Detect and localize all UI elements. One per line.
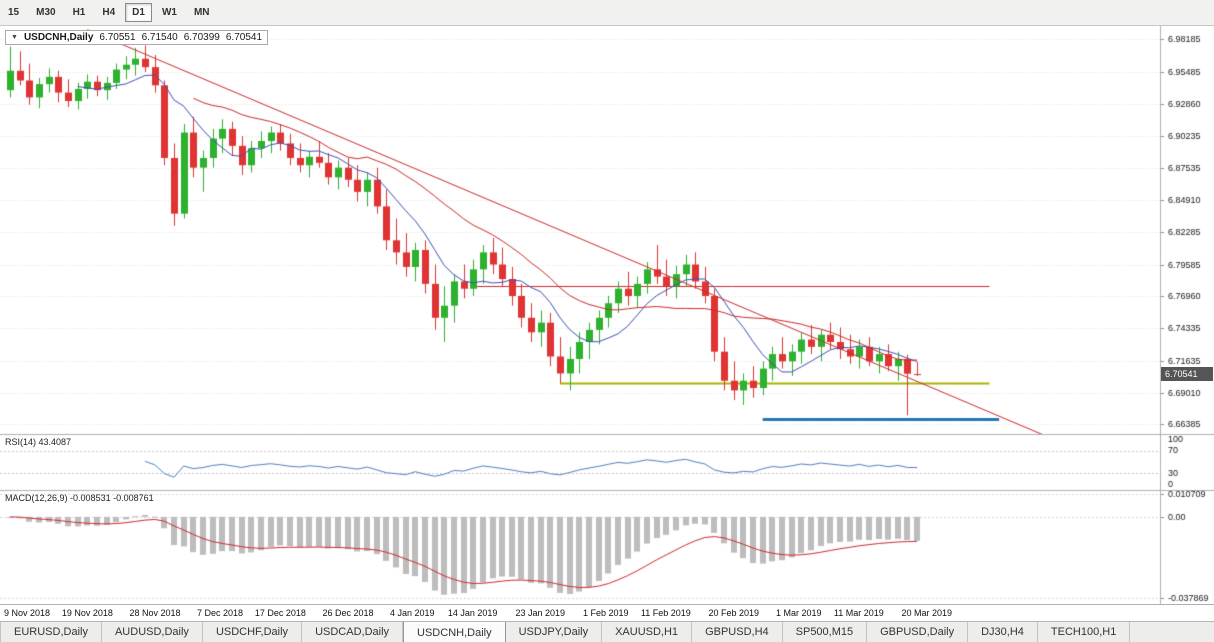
ohlc-high: 6.71540 <box>141 32 178 43</box>
timeframe-15[interactable]: 15 <box>8 7 20 18</box>
ohlc-low: 6.70399 <box>183 32 220 43</box>
timeframe-d1[interactable]: D1 <box>125 3 152 22</box>
chart-tab-bar: EURUSD,Daily AUDUSD,Daily USDCHF,Daily USDC… <box>0 621 1214 642</box>
date-label: 19 Nov 2018 <box>61 608 113 618</box>
timeframe-w1[interactable]: W1 <box>161 7 177 18</box>
timeframe-h1[interactable]: H1 <box>72 7 86 18</box>
tab-usdchf-daily[interactable]: USDCHF,Daily <box>202 622 303 642</box>
current-price-badge: 6.70541 <box>1161 367 1213 382</box>
tab-sp500-m15[interactable]: SP500,M15 <box>782 622 868 642</box>
rsi-name: RSI(14) <box>5 437 37 447</box>
ohlc-close: 6.70541 <box>225 32 263 43</box>
date-label: 11 Feb 2019 <box>640 608 691 618</box>
timeframe-mn[interactable]: MN <box>193 7 210 18</box>
tab-xauusd-h1[interactable]: XAUUSD,H1 <box>602 622 693 642</box>
date-axis[interactable]: 9 Nov 2018 19 Nov 2018 28 Nov 2018 7 Dec 20… <box>0 604 1214 621</box>
date-label: 14 Jan 2019 <box>447 608 498 618</box>
rsi-label: RSI(14) 43.4087 <box>5 437 71 447</box>
date-label: 4 Jan 2019 <box>390 608 435 618</box>
tab-gbpusd-daily[interactable]: GBPUSD,Daily <box>867 622 969 642</box>
price-chart-canvas[interactable] <box>0 26 1214 604</box>
chart-symbol-label: USDCNH,Daily <box>23 32 94 43</box>
chart-area: ▼ USDCNH,Daily 6.70551 6.71540 6.70399 6… <box>0 26 1214 604</box>
tab-gbpusd-h4[interactable]: GBPUSD,H4 <box>692 622 783 642</box>
macd-signal-value: -0.008761 <box>113 493 154 503</box>
date-label: 7 Dec 2018 <box>197 608 244 618</box>
tab-usdjpy-daily[interactable]: USDJPY,Daily <box>505 622 603 642</box>
date-label: 11 Mar 2019 <box>833 608 884 618</box>
chart-title: ▼ USDCNH,Daily 6.70551 6.71540 6.70399 6… <box>5 30 269 45</box>
tab-dj30-h4[interactable]: DJ30,H4 <box>968 622 1038 642</box>
date-label: 1 Mar 2019 <box>776 608 822 618</box>
date-label: 26 Dec 2018 <box>322 608 374 618</box>
timeframe-h4[interactable]: H4 <box>102 7 116 18</box>
ohlc-open: 6.70551 <box>99 32 136 43</box>
date-label: 9 Nov 2018 <box>4 608 51 618</box>
timeframe-m30[interactable]: M30 <box>36 7 56 18</box>
tab-tech100-h1[interactable]: TECH100,H1 <box>1037 622 1131 642</box>
tab-eurusd-daily[interactable]: EURUSD,Daily <box>0 622 102 642</box>
timeframe-toolbar: 15 M30 H1 H4 D1 W1 MN <box>0 0 1214 26</box>
date-label: 17 Dec 2018 <box>254 608 306 618</box>
date-label: 23 Jan 2019 <box>515 608 565 618</box>
tab-audusd-daily[interactable]: AUDUSD,Daily <box>101 622 203 642</box>
tab-usdcnh-daily[interactable]: USDCNH,Daily <box>403 622 506 642</box>
macd-name: MACD(12,26,9) <box>5 493 68 503</box>
date-label: 1 Feb 2019 <box>583 608 629 618</box>
tab-usdcad-daily[interactable]: USDCAD,Daily <box>302 622 404 642</box>
date-label: 20 Mar 2019 <box>901 608 952 618</box>
macd-label: MACD(12,26,9) -0.008531 -0.008761 <box>5 493 154 503</box>
date-label: 20 Feb 2019 <box>708 608 759 618</box>
macd-main-value: -0.008531 <box>70 493 111 503</box>
rsi-value: 43.4087 <box>38 437 72 447</box>
collapse-icon[interactable]: ▼ <box>11 34 18 41</box>
date-label: 28 Nov 2018 <box>129 608 181 618</box>
